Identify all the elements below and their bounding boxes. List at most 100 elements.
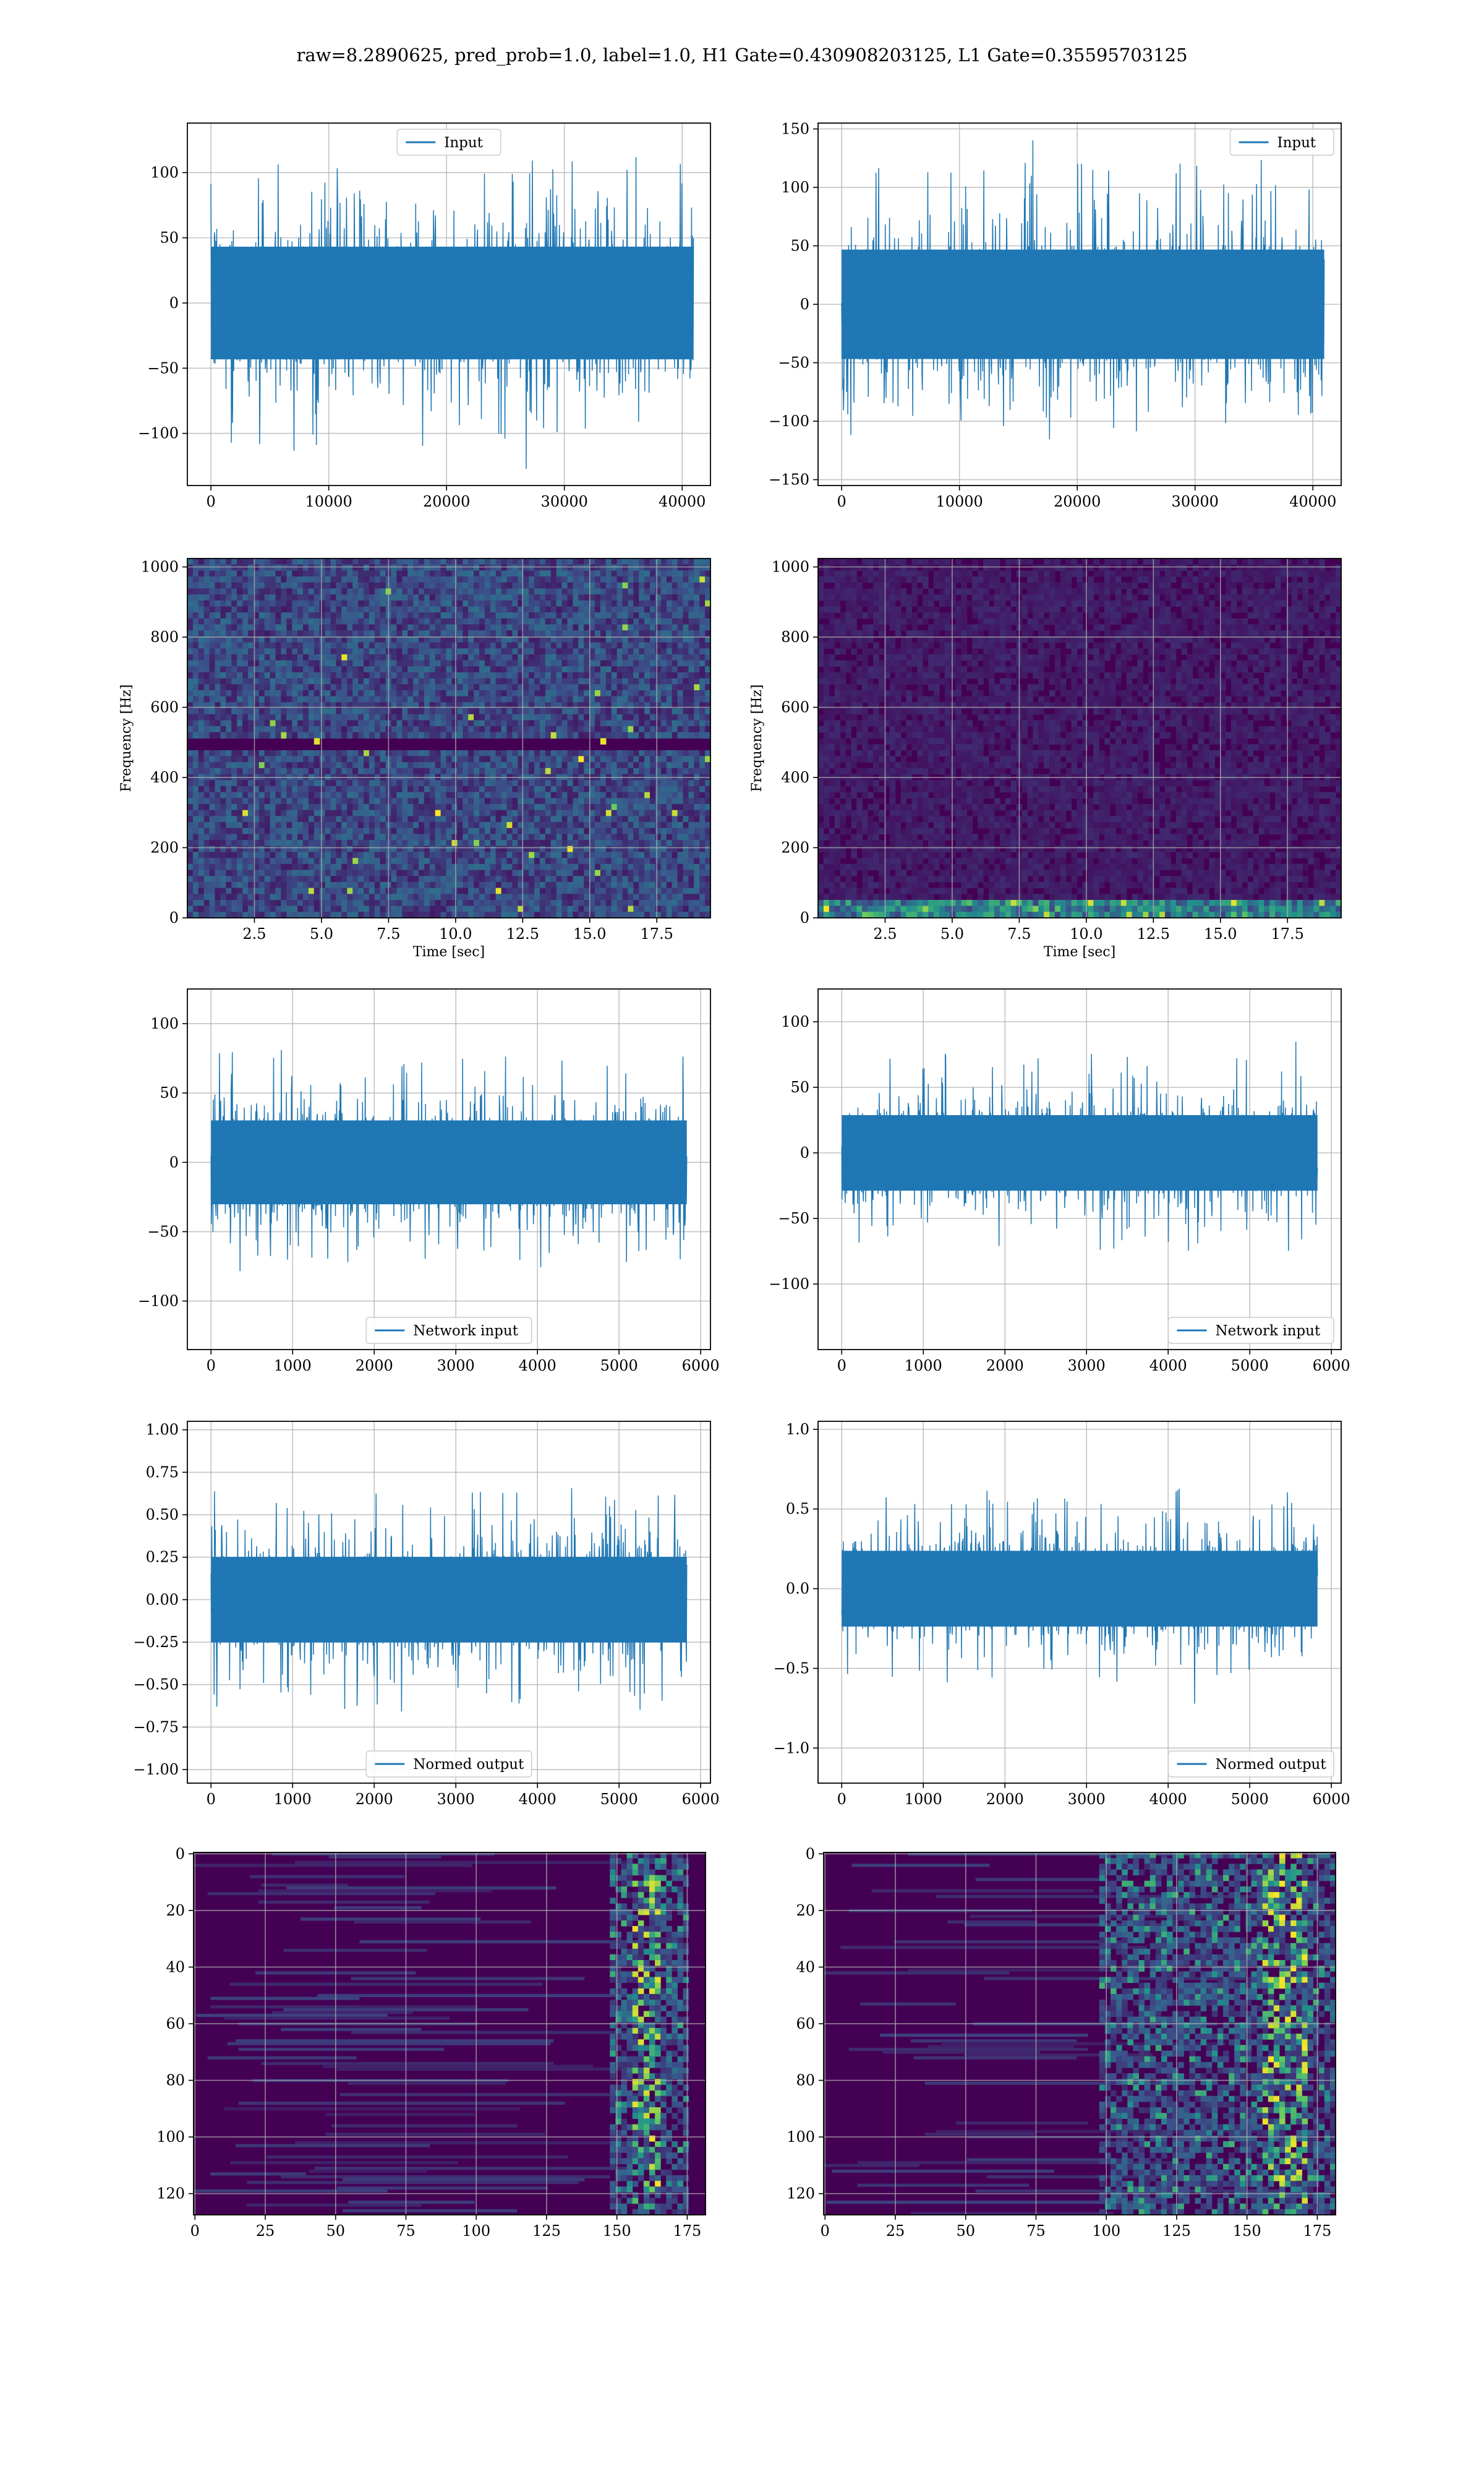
heatmap-cell <box>358 732 364 739</box>
heatmap-cell <box>358 564 364 571</box>
heatmap-cell <box>380 708 386 715</box>
heatmap-cell <box>352 858 359 865</box>
heatmap-cell <box>567 726 573 733</box>
heatmap-cell <box>270 642 276 649</box>
heatmap-cell <box>264 792 271 798</box>
heatmap-cell <box>313 642 320 649</box>
heatmap-cell <box>506 786 513 793</box>
heatmap-cell <box>187 642 194 649</box>
heatmap-cell <box>435 678 441 685</box>
heatmap-cell <box>292 696 298 703</box>
heatmap-cell <box>589 648 595 655</box>
heatmap-cell <box>518 594 524 601</box>
heatmap-cell <box>578 684 584 691</box>
heatmap-cell <box>330 714 336 721</box>
heatmap-cell <box>573 654 579 661</box>
heatmap-cell <box>605 606 612 613</box>
signal-line <box>841 140 1325 440</box>
heatmap-cell <box>248 600 254 607</box>
heatmap-cell <box>292 672 298 679</box>
heatmap-cell <box>628 588 634 595</box>
heatmap-cell <box>672 732 678 739</box>
heatmap-cell <box>413 594 419 601</box>
heatmap-cell <box>561 660 568 667</box>
heatmap-cell <box>573 714 579 721</box>
heatmap-cell <box>573 636 579 643</box>
heatmap-cell <box>463 576 469 583</box>
heatmap-cell <box>660 858 667 865</box>
heatmap-cell <box>286 816 292 823</box>
heatmap-cell <box>457 642 463 649</box>
heatmap-cell <box>550 828 557 835</box>
heatmap-cell <box>655 660 662 667</box>
heatmap-cell <box>413 810 419 816</box>
heatmap-cell <box>518 612 524 619</box>
heatmap-cell <box>611 684 618 691</box>
heatmap-cell <box>584 600 590 607</box>
heatmap-cell <box>325 798 331 805</box>
heatmap-cell <box>358 612 364 619</box>
heatmap-cell <box>258 612 265 619</box>
heatmap-cell <box>407 810 414 816</box>
heatmap-cell <box>666 600 673 607</box>
heatmap-cell <box>220 876 226 883</box>
heatmap-cell <box>490 816 497 823</box>
heatmap-cell <box>677 564 684 571</box>
heatmap-cell <box>468 804 474 811</box>
heatmap-cell <box>529 708 535 715</box>
heatmap-cell <box>556 612 563 619</box>
heatmap-cell <box>672 792 678 798</box>
heatmap-cell <box>297 726 304 733</box>
heatmap-cell <box>699 702 706 709</box>
heatmap-cell <box>694 624 700 631</box>
heatmap-cell <box>529 612 535 619</box>
heatmap-cell <box>187 702 194 709</box>
heatmap-cell <box>529 660 535 667</box>
heatmap-cell <box>474 696 480 703</box>
heatmap-cell <box>539 570 546 577</box>
heatmap-cell <box>666 798 673 805</box>
heatmap-cell <box>633 672 639 679</box>
heatmap-cell <box>264 696 271 703</box>
heatmap-cell <box>578 852 584 858</box>
heatmap-cell <box>391 858 397 865</box>
heatmap-cell <box>694 570 700 577</box>
heatmap-cell <box>457 606 463 613</box>
heatmap-cell <box>435 845 441 853</box>
heatmap-cell <box>578 762 584 769</box>
heatmap-cell <box>660 588 667 595</box>
heatmap-cell <box>633 732 639 739</box>
heatmap-cell <box>501 840 508 847</box>
heatmap-cell <box>297 732 304 739</box>
heatmap-cell <box>474 768 480 775</box>
heatmap-cell <box>364 798 370 805</box>
heatmap-cell <box>198 654 205 661</box>
heatmap-cell <box>413 863 419 871</box>
heatmap-cell <box>561 863 568 871</box>
heatmap-cell <box>209 708 216 715</box>
heatmap-cell <box>518 863 524 871</box>
heatmap-cell <box>215 816 221 823</box>
heatmap-cell <box>209 714 216 721</box>
heatmap-cell <box>358 762 364 769</box>
heatmap-cell <box>192 804 199 811</box>
heatmap-cell <box>319 606 326 613</box>
heatmap-cell <box>666 804 673 811</box>
heatmap-cell <box>369 876 375 883</box>
heatmap-cell <box>258 642 265 649</box>
heatmap-cell <box>220 600 226 607</box>
heatmap-cell <box>545 678 552 685</box>
heatmap-cell <box>622 792 628 798</box>
heatmap-cell <box>402 822 408 829</box>
heatmap-cell <box>424 672 430 679</box>
heatmap-cell <box>313 564 320 571</box>
heatmap-cell <box>650 576 656 583</box>
heatmap-cell <box>407 834 414 841</box>
heatmap-cell <box>374 863 381 871</box>
heatmap-cell <box>666 858 673 865</box>
heatmap-cell <box>308 654 315 661</box>
heatmap-cell <box>358 660 364 667</box>
heatmap-cell <box>248 672 254 679</box>
heatmap-cell <box>440 576 447 583</box>
heatmap-cell <box>567 870 573 876</box>
